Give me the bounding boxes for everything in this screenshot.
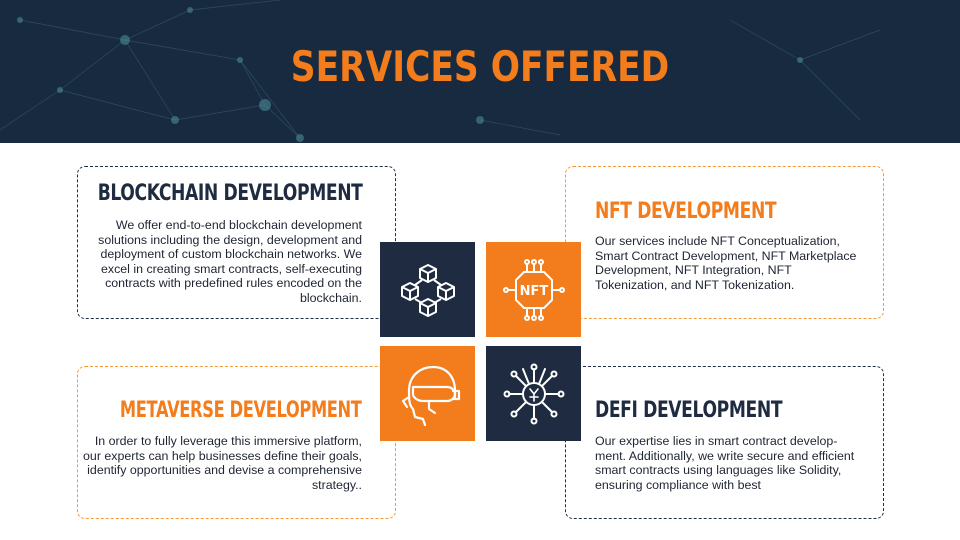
blockchain-service-card: BLOCKCHAIN DEVELOPMENT We offer end-to-e… — [77, 166, 396, 319]
network-background — [0, 0, 881, 142]
metaverse-description: In order to fully leverage this immersiv… — [83, 434, 362, 492]
metaverse-service-card: METAVERSE DEVELOPMENT In order to fully … — [77, 366, 396, 519]
defi-tile — [486, 346, 581, 441]
vr-headset-icon — [401, 365, 460, 426]
nft-tile: NFT — [486, 242, 581, 337]
nft-heading: NFT DEVELOPMENT — [595, 199, 777, 224]
nft-description: Our services include NFT Conceptualizati… — [595, 234, 857, 292]
defi-description: Our expertise lies in smart contract dev… — [595, 434, 855, 492]
nft-icon-label: NFT — [519, 284, 548, 299]
blockchain-tile — [380, 242, 475, 337]
defi-service-card: DEFI DEVELOPMENT Our expertise lies in s… — [565, 366, 884, 519]
blockchain-heading: BLOCKCHAIN DEVELOPMENT — [97, 181, 362, 206]
blockchain-description: We offer end-to-end blockchain developme… — [98, 218, 362, 305]
page-title: SERVICES OFFERED — [290, 42, 670, 91]
header-banner: SERVICES OFFERED — [0, 0, 960, 143]
nft-service-card: NFT DEVELOPMENT Our services include NFT… — [565, 166, 884, 319]
defi-network-icon — [503, 363, 564, 424]
blockchain-cubes-icon — [400, 263, 455, 317]
defi-heading: DEFI DEVELOPMENT — [595, 398, 783, 423]
metaverse-tile — [380, 346, 475, 441]
nft-chip-icon: NFT — [502, 258, 565, 321]
metaverse-heading: METAVERSE DEVELOPMENT — [120, 398, 362, 423]
